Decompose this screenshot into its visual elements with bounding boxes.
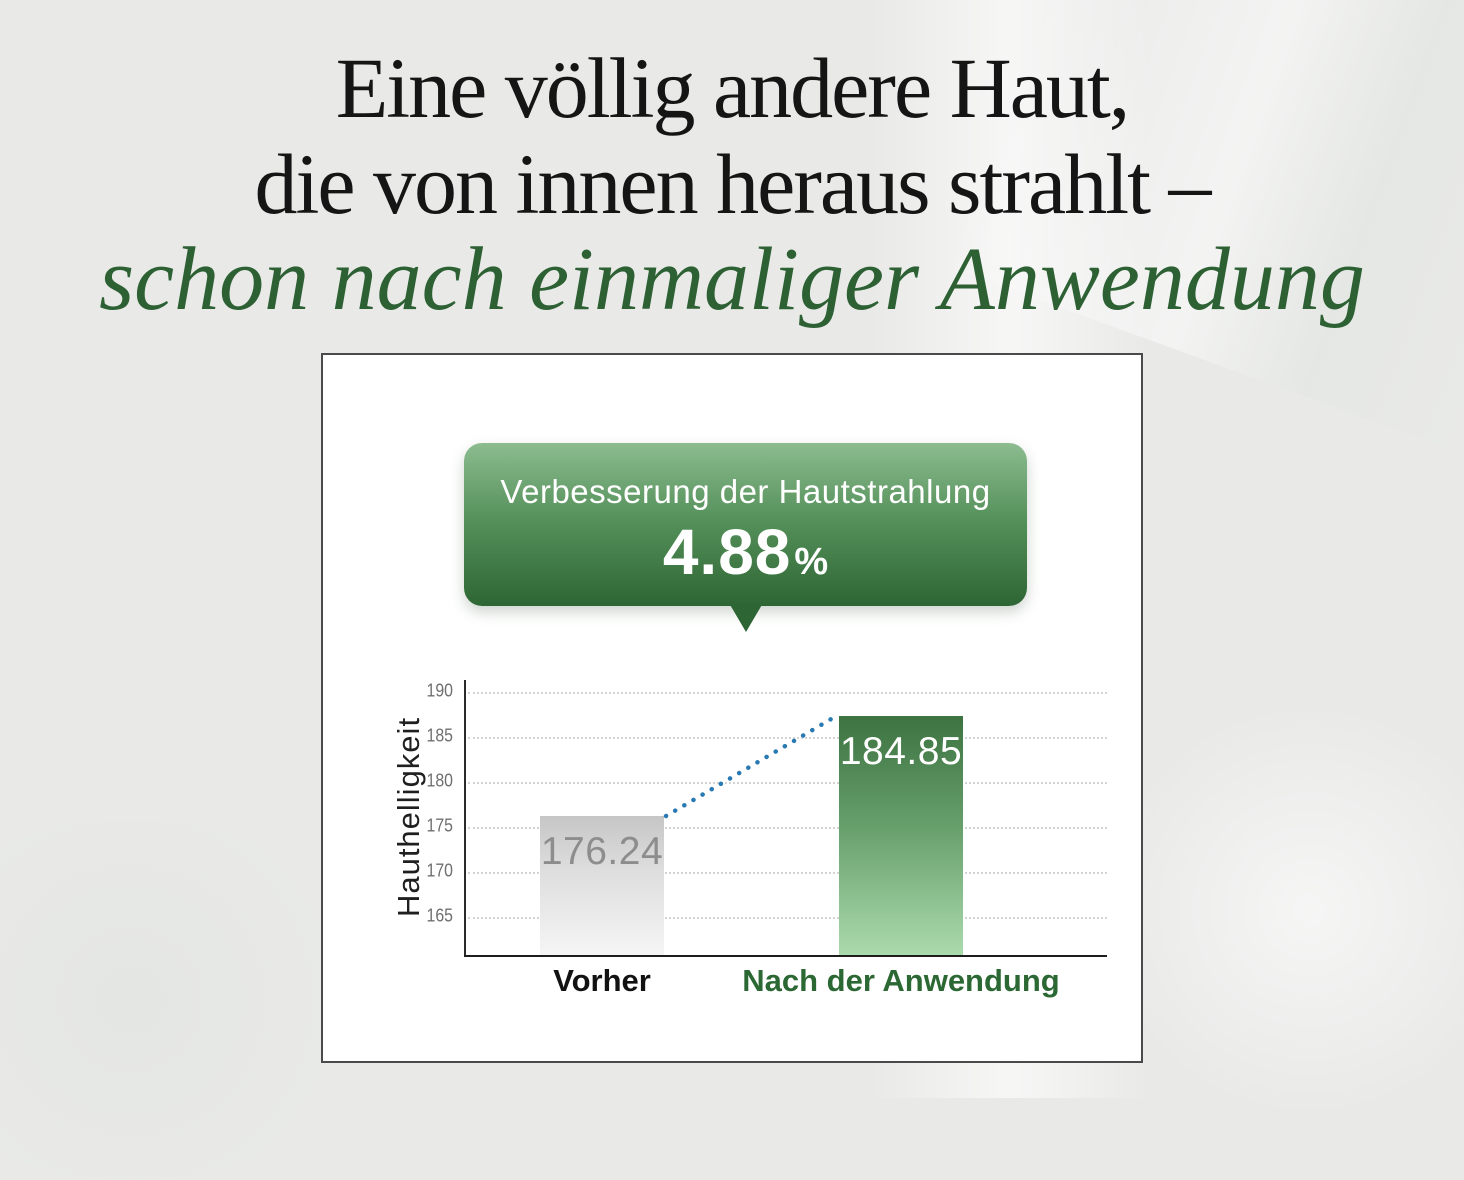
y-tick-label: 175 [426, 815, 453, 836]
bar-value-before: 176.24 [540, 830, 664, 874]
y-tick-label: 170 [426, 860, 453, 881]
headline-line-3-accent: schon nach einmaliger Anwendung [99, 230, 1365, 329]
y-axis-line [464, 680, 466, 957]
category-label-after: Nach der Anwendung [742, 963, 1060, 998]
improvement-callout: Verbesserung der Hautstrahlung 4.88 % [464, 443, 1027, 632]
x-axis-line [464, 955, 1107, 957]
page-title: Eine völlig andere Haut, die von innen h… [0, 40, 1464, 328]
headline-line-2: die von innen heraus strahlt – [254, 136, 1211, 232]
h-gridline [468, 737, 1107, 740]
bar-before: 176.24 [540, 816, 664, 955]
callout-title: Verbesserung der Hautstrahlung [500, 473, 991, 510]
improvement-value: 4.88 [662, 516, 792, 588]
y-tick-label: 190 [426, 680, 453, 701]
chart-card: Verbesserung der Hautstrahlung 4.88 % Ha… [321, 353, 1143, 1063]
percent-sign: % [794, 541, 829, 583]
bar-after: 184.85 [839, 715, 963, 955]
h-gridline [468, 827, 1107, 830]
callout-pointer-triangle [728, 603, 763, 632]
h-gridline [468, 872, 1107, 875]
callout-value-row: 4.88 % [464, 515, 1027, 589]
y-tick-label: 180 [426, 770, 453, 791]
h-gridline [468, 782, 1107, 785]
background-texture [1100, 700, 1464, 1120]
y-tick-label: 165 [426, 905, 453, 926]
category-label-before: Vorher [553, 963, 651, 998]
headline-line-1: Eine völlig andere Haut, [335, 40, 1131, 136]
bar-value-after: 184.85 [839, 729, 963, 773]
y-tick-label: 185 [426, 725, 453, 746]
h-gridline [468, 692, 1107, 695]
h-gridline [468, 917, 1107, 920]
